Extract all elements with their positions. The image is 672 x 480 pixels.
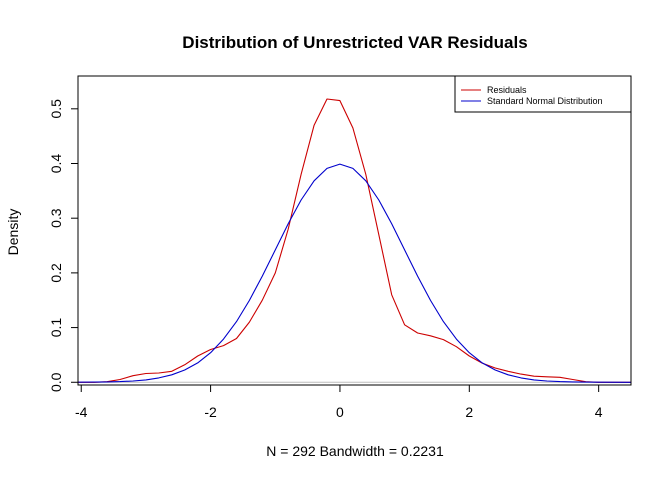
series-layer: [77, 98, 632, 383]
x-tick-label: -4: [75, 404, 88, 420]
y-tick-label: 0.3: [48, 208, 64, 228]
legend-box: [454, 75, 632, 113]
x-axis-label: N = 292 Bandwidth = 0.2231: [266, 443, 444, 459]
y-tick-label: 0.5: [48, 99, 64, 119]
series-line-0: [78, 98, 631, 383]
chart-title: Distribution of Unrestricted VAR Residua…: [182, 33, 527, 52]
y-tick-label: 0.4: [48, 154, 64, 174]
y-tick-label: 0.1: [48, 318, 64, 338]
series-line-1: [77, 163, 632, 383]
x-tick-label: 4: [595, 404, 603, 420]
y-tick-label: 0.2: [48, 263, 64, 283]
legend-label-1: Standard Normal Distribution: [487, 96, 603, 106]
x-tick-label: -2: [204, 404, 217, 420]
x-tick-label: 0: [336, 404, 344, 420]
y-axis: 0.0 0.1 0.2 0.3 0.4 0.5: [48, 99, 79, 392]
y-axis-label: Density: [5, 209, 21, 256]
y-tick-label: 0.0: [48, 372, 64, 392]
legend-label-0: Residuals: [487, 85, 527, 95]
x-tick-label: 2: [465, 404, 473, 420]
plot-frame: [77, 75, 632, 386]
x-axis: -4 -2 0 2 4: [75, 384, 603, 420]
